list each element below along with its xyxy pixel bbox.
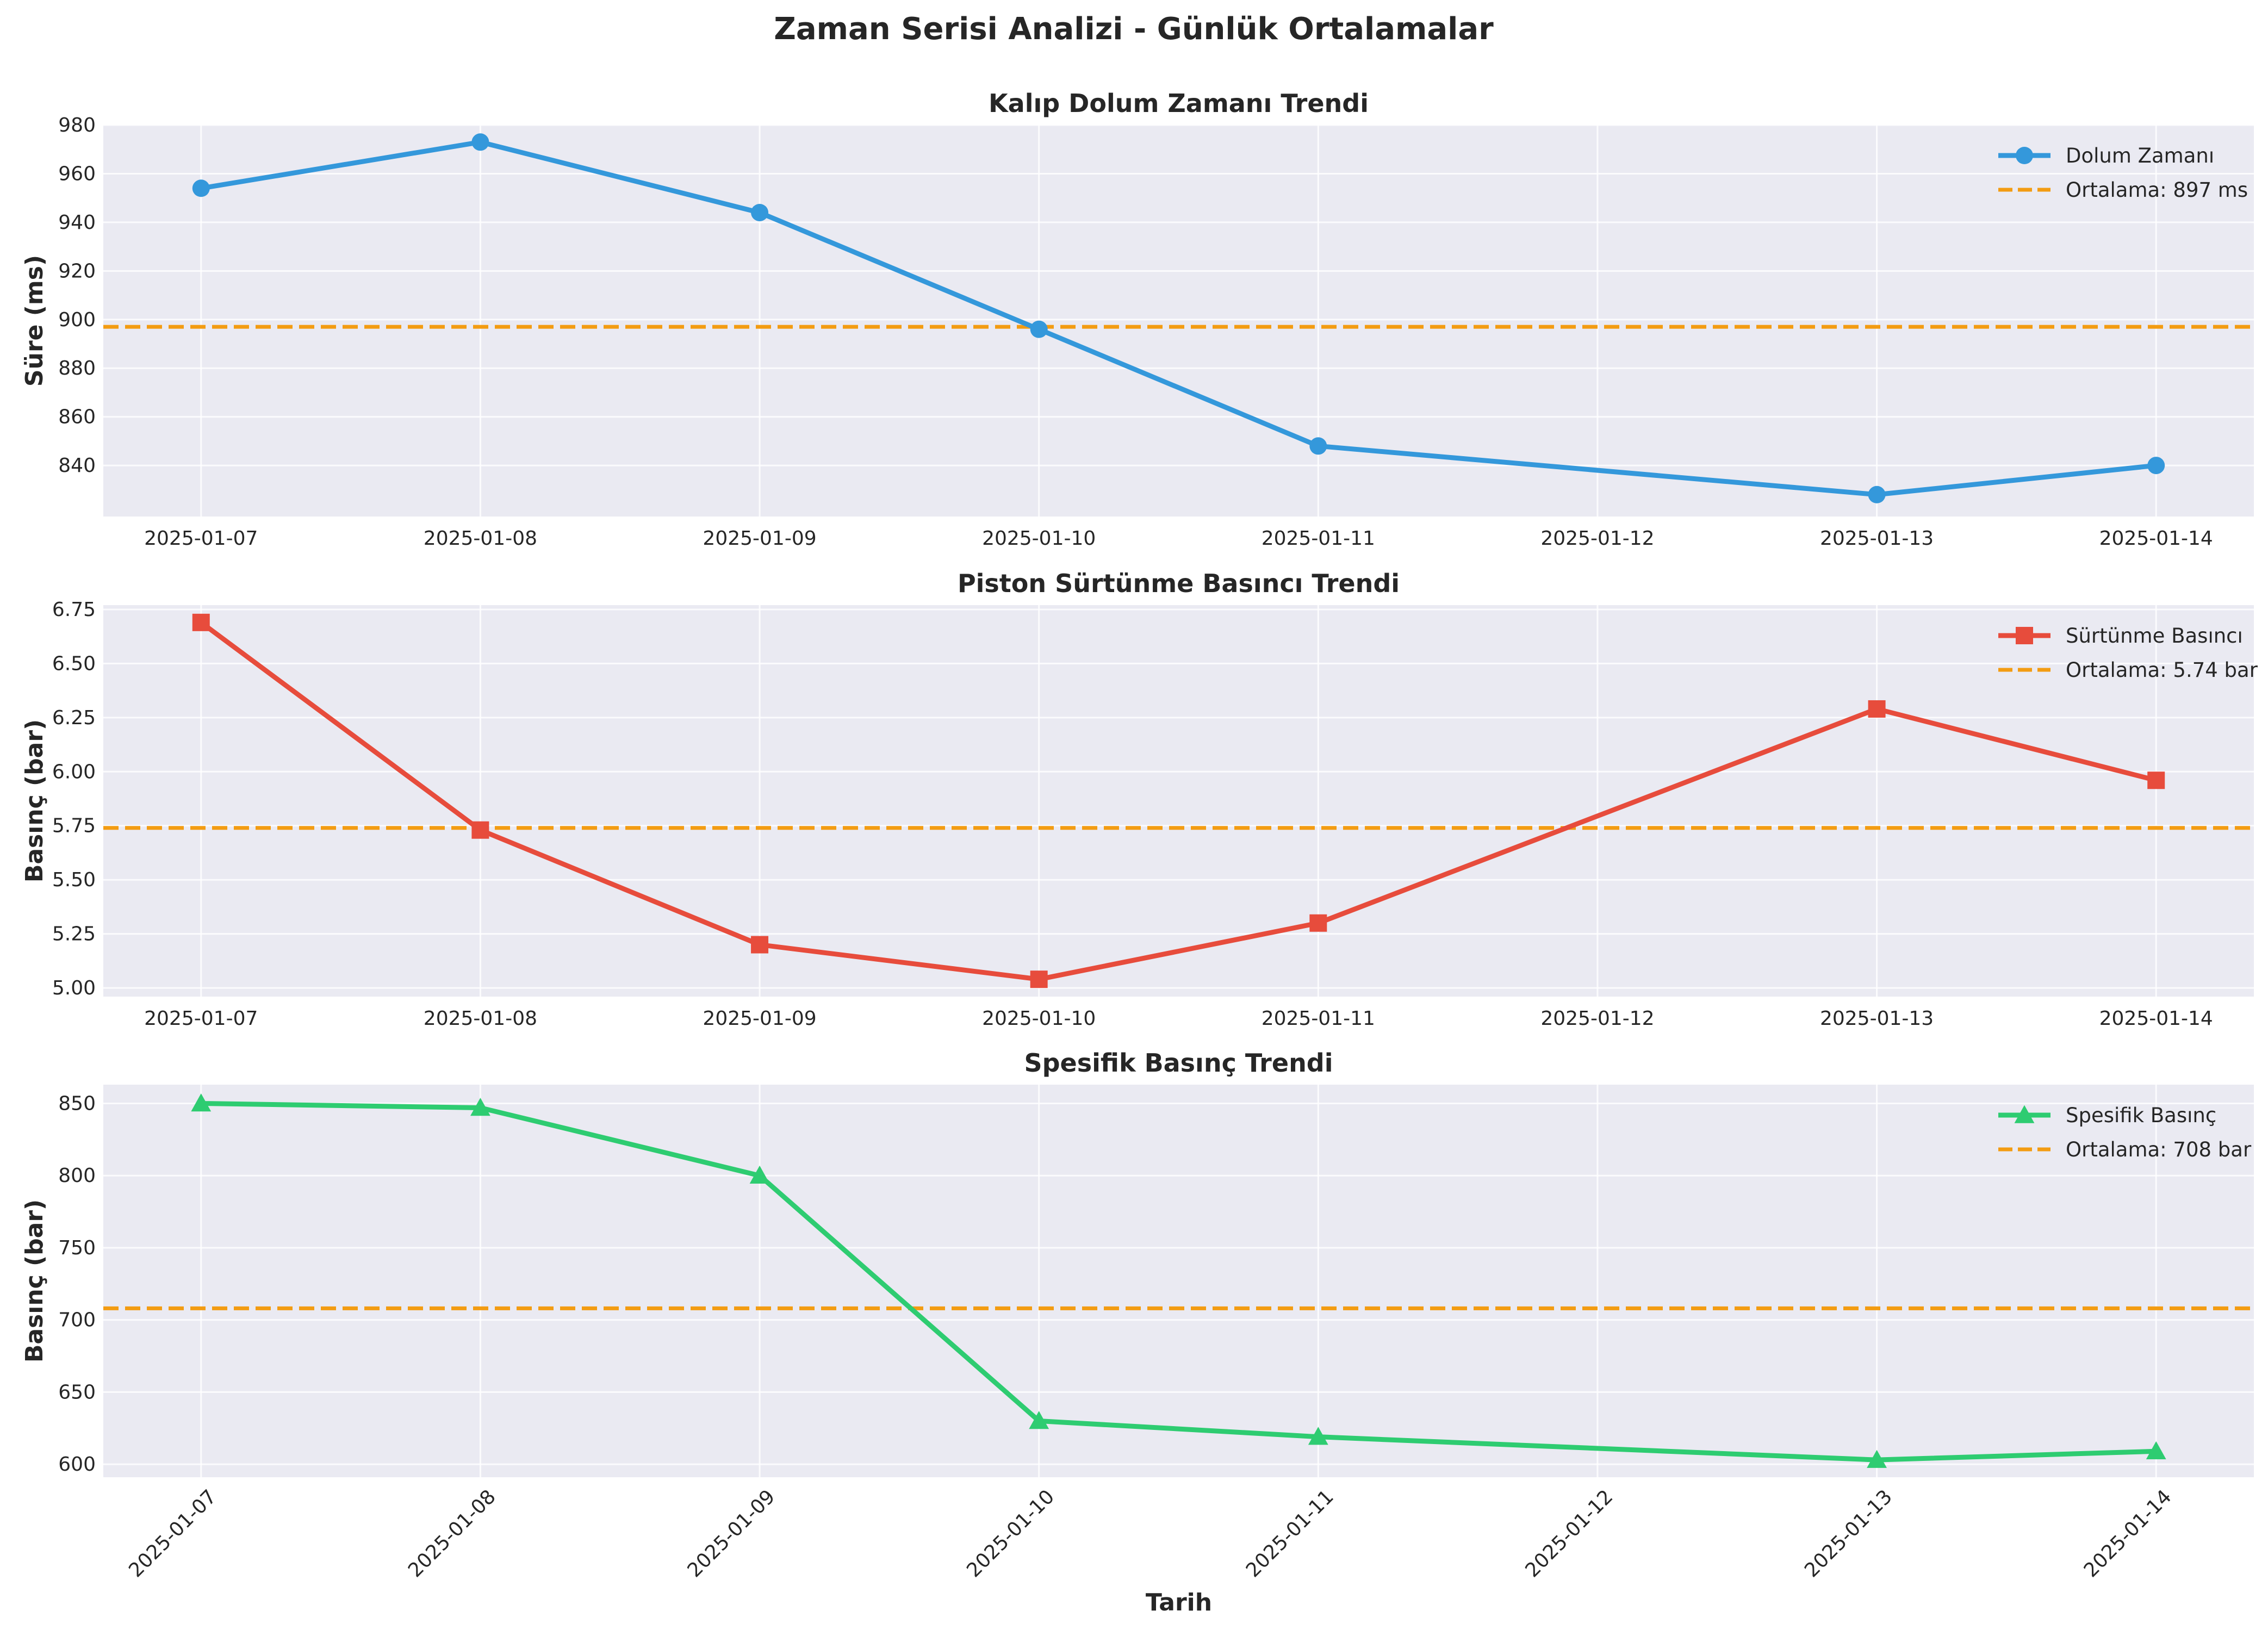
x-tick-label: 2025-01-14 bbox=[2099, 1007, 2213, 1030]
subplot-title: Piston Sürtünme Basıncı Trendi bbox=[958, 569, 1400, 598]
subplot-1: 840 860 880 900 920 940 960 980 2025-01-07 2025-0… bbox=[21, 89, 2254, 550]
data-point bbox=[1309, 914, 1327, 932]
x-tick-label: 2025-01-14 bbox=[2080, 1485, 2176, 1582]
plot-area bbox=[103, 1085, 2254, 1477]
x-tick-label: 2025-01-08 bbox=[404, 1485, 500, 1582]
data-point bbox=[191, 1093, 212, 1112]
figure-title: Zaman Serisi Analizi - Günlük Ortalamala… bbox=[774, 11, 1494, 47]
y-tick-label: 650 bbox=[58, 1381, 96, 1403]
subplot-title: Spesifik Basınç Trendi bbox=[1024, 1048, 1333, 1078]
subplot-title: Kalıp Dolum Zamanı Trendi bbox=[989, 89, 1369, 118]
legend-circle-marker bbox=[2016, 147, 2033, 164]
x-tick-label: 2025-01-07 bbox=[125, 1485, 221, 1582]
y-tick-label: 6.50 bbox=[52, 652, 96, 675]
data-point bbox=[1867, 1449, 1887, 1468]
x-tick-label: 2025-01-10 bbox=[982, 527, 1096, 550]
data-point bbox=[751, 936, 769, 954]
y-tick-label: 960 bbox=[58, 163, 96, 185]
legend-label: Dolum Zamanı bbox=[2066, 144, 2214, 167]
y-tick-label: 5.50 bbox=[52, 869, 96, 891]
y-tick-label: 800 bbox=[58, 1165, 96, 1187]
data-point bbox=[471, 133, 489, 151]
x-tick-label: 2025-01-08 bbox=[424, 527, 537, 550]
subplot-2: 5.00 5.25 5.50 5.75 6.00 6.25 6.50 6.75 2025-01-… bbox=[21, 569, 2258, 1030]
y-tick-label: 700 bbox=[58, 1309, 96, 1332]
data-point bbox=[1309, 437, 1327, 455]
data-point bbox=[470, 1098, 490, 1116]
legend-label: Spesifik Basınç bbox=[2066, 1104, 2216, 1127]
data-point bbox=[1030, 970, 1048, 988]
y-tick-label: 920 bbox=[58, 260, 96, 282]
legend: Dolum Zamanı Ortalama: 897 ms bbox=[1998, 144, 2248, 202]
x-tick-label: 2025-01-13 bbox=[1820, 527, 1934, 550]
legend-triangle-marker bbox=[2014, 1105, 2035, 1123]
y-tick-label: 860 bbox=[58, 406, 96, 428]
x-tick-label: 2025-01-13 bbox=[1800, 1485, 1897, 1582]
x-tick-label: 2025-01-08 bbox=[424, 1007, 537, 1030]
legend-square-marker bbox=[2016, 627, 2033, 644]
plot-area bbox=[103, 605, 2254, 997]
data-point bbox=[1030, 320, 1048, 338]
data-point bbox=[1029, 1411, 1049, 1429]
data-point bbox=[1308, 1427, 1328, 1445]
y-tick-label: 6.25 bbox=[52, 707, 96, 729]
y-tick-label: 980 bbox=[58, 114, 96, 136]
legend-label: Ortalama: 5.74 bar bbox=[2066, 658, 2258, 682]
y-tick-label: 840 bbox=[58, 455, 96, 477]
y-tick-label: 5.00 bbox=[52, 977, 96, 999]
x-tick-label: 2025-01-07 bbox=[144, 527, 258, 550]
x-tick-label: 2025-01-12 bbox=[1521, 1485, 1617, 1582]
data-point bbox=[2147, 772, 2165, 789]
x-axis-label: Tarih bbox=[1146, 1589, 1212, 1616]
y-tick-label: 880 bbox=[58, 357, 96, 379]
x-tick-label: 2025-01-11 bbox=[1262, 527, 1375, 550]
data-point bbox=[192, 613, 210, 631]
y-axis-label: Basınç (bar) bbox=[21, 1199, 48, 1363]
y-tick-label: 6.00 bbox=[52, 761, 96, 783]
data-point bbox=[2147, 457, 2165, 475]
data-point bbox=[751, 203, 769, 221]
legend-label: Ortalama: 708 bar bbox=[2066, 1138, 2252, 1161]
x-tick-label: 2025-01-10 bbox=[962, 1485, 1059, 1582]
data-point bbox=[2146, 1441, 2166, 1459]
x-tick-label: 2025-01-11 bbox=[1262, 1007, 1375, 1030]
y-tick-label: 750 bbox=[58, 1237, 96, 1259]
y-tick-label: 940 bbox=[58, 211, 96, 234]
legend: Sürtünme Basıncı Ortalama: 5.74 bar bbox=[1998, 624, 2258, 682]
x-tick-label: 2025-01-12 bbox=[1540, 1007, 1654, 1030]
legend-label: Ortalama: 897 ms bbox=[2066, 178, 2248, 202]
x-tick-label: 2025-01-10 bbox=[982, 1007, 1096, 1030]
x-tick-label: 2025-01-07 bbox=[144, 1007, 258, 1030]
y-axis-label: Süre (ms) bbox=[21, 255, 48, 387]
y-tick-label: 6.75 bbox=[52, 599, 96, 621]
x-tick-label: 2025-01-09 bbox=[703, 527, 816, 550]
legend: Spesifik Basınç Ortalama: 708 bar bbox=[1998, 1104, 2252, 1161]
y-tick-label: 900 bbox=[58, 309, 96, 331]
y-tick-label: 850 bbox=[58, 1093, 96, 1115]
x-tick-label: 2025-01-12 bbox=[1540, 527, 1654, 550]
legend-label: Sürtünme Basıncı bbox=[2066, 624, 2243, 648]
x-tick-label: 2025-01-09 bbox=[683, 1485, 780, 1582]
data-point bbox=[192, 179, 210, 197]
y-tick-label: 5.25 bbox=[52, 923, 96, 945]
x-tick-label: 2025-01-14 bbox=[2099, 527, 2213, 550]
y-tick-label: 5.75 bbox=[52, 815, 96, 837]
y-tick-label: 600 bbox=[58, 1453, 96, 1476]
x-tick-label: 2025-01-09 bbox=[703, 1007, 816, 1030]
subplot-3: 600 650 700 750 800 850 2025-01-07 2025-01-08 20… bbox=[21, 1048, 2254, 1582]
data-point bbox=[749, 1165, 770, 1184]
data-point bbox=[471, 821, 489, 839]
x-tick-label: 2025-01-11 bbox=[1242, 1485, 1338, 1582]
data-point bbox=[1868, 700, 1886, 718]
y-axis-label: Basınç (bar) bbox=[21, 719, 48, 882]
data-point bbox=[1868, 486, 1886, 503]
x-tick-label: 2025-01-13 bbox=[1820, 1007, 1934, 1030]
plot-area bbox=[103, 125, 2254, 517]
